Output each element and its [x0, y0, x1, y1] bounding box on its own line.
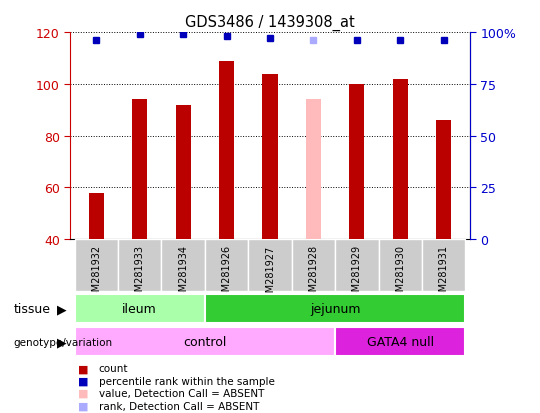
- Text: ▶: ▶: [57, 302, 67, 316]
- Bar: [75, 327, 335, 356]
- Bar: [176, 105, 191, 240]
- Bar: [436, 121, 451, 240]
- Bar: [379, 240, 422, 291]
- Text: GSM281933: GSM281933: [134, 244, 145, 304]
- Text: GDS3486 / 1439308_at: GDS3486 / 1439308_at: [185, 14, 355, 31]
- Bar: [219, 62, 234, 240]
- Text: GSM281927: GSM281927: [265, 244, 275, 304]
- Bar: [75, 240, 118, 291]
- Text: GSM281932: GSM281932: [91, 244, 102, 304]
- Bar: [292, 240, 335, 291]
- Text: GATA4 null: GATA4 null: [367, 335, 434, 348]
- Text: GSM281934: GSM281934: [178, 244, 188, 304]
- Text: GSM281930: GSM281930: [395, 244, 406, 304]
- Bar: [205, 294, 465, 324]
- Text: genotype/variation: genotype/variation: [14, 337, 113, 347]
- Bar: [335, 327, 465, 356]
- Text: tissue: tissue: [14, 302, 51, 316]
- Text: ■: ■: [78, 388, 89, 398]
- Text: ■: ■: [78, 376, 89, 386]
- Bar: [306, 100, 321, 240]
- Text: jejunum: jejunum: [310, 302, 360, 315]
- Bar: [75, 294, 205, 324]
- Text: rank, Detection Call = ABSENT: rank, Detection Call = ABSENT: [99, 401, 259, 411]
- Text: ■: ■: [78, 363, 89, 373]
- Bar: [118, 240, 161, 291]
- Text: percentile rank within the sample: percentile rank within the sample: [99, 376, 275, 386]
- Bar: [205, 240, 248, 291]
- Bar: [132, 100, 147, 240]
- Bar: [393, 79, 408, 240]
- Text: GSM281929: GSM281929: [352, 244, 362, 304]
- Text: value, Detection Call = ABSENT: value, Detection Call = ABSENT: [99, 388, 264, 398]
- Text: ▶: ▶: [57, 335, 67, 349]
- Text: GSM281926: GSM281926: [221, 244, 232, 304]
- Bar: [422, 240, 465, 291]
- Bar: [89, 193, 104, 240]
- Text: ileum: ileum: [123, 302, 157, 315]
- Bar: [248, 240, 292, 291]
- Text: ■: ■: [78, 401, 89, 411]
- Text: count: count: [99, 363, 129, 373]
- Text: GSM281931: GSM281931: [438, 244, 449, 304]
- Bar: [161, 240, 205, 291]
- Text: GSM281928: GSM281928: [308, 244, 319, 304]
- Bar: [349, 85, 364, 240]
- Bar: [262, 74, 278, 240]
- Bar: [335, 240, 379, 291]
- Text: control: control: [183, 335, 227, 348]
